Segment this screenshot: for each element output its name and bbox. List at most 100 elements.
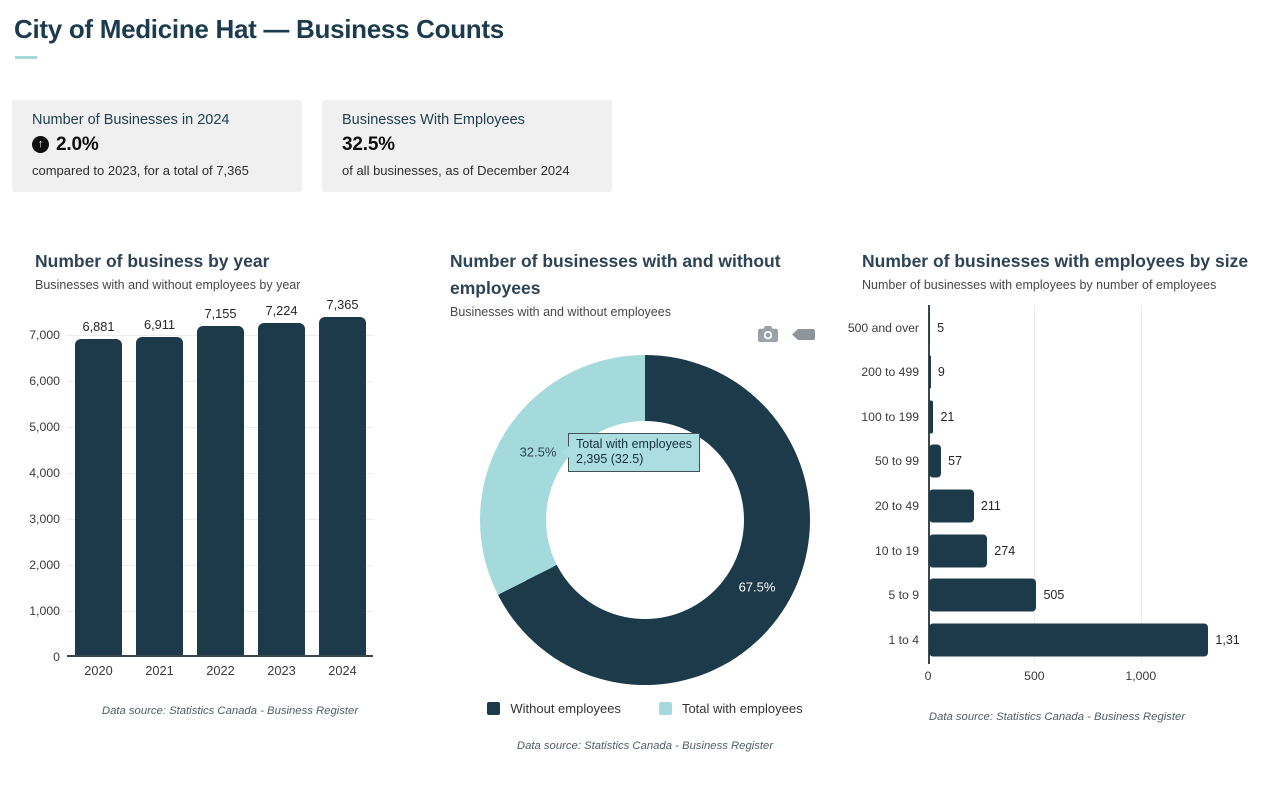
kpi-value: 2.0% xyxy=(56,133,99,155)
bar-20-to-49[interactable] xyxy=(929,489,974,523)
chart-title: Number of business by year xyxy=(35,251,270,271)
chart-title: Number of businesses with and without em… xyxy=(450,251,781,298)
bar-value-label: 7,365 xyxy=(326,296,359,312)
x-axis-tick-label: 2023 xyxy=(267,663,296,678)
page-title: City of Medicine Hat — Business Counts xyxy=(14,14,504,44)
x-axis-tick-label: 1,000 xyxy=(1125,669,1157,683)
chart-footer: Data source: Statistics Canada - Busines… xyxy=(101,705,359,717)
bar-2020[interactable] xyxy=(75,338,122,655)
slice-label-without-employees: 67.5% xyxy=(738,579,776,595)
donut-chart-panel: Number of businesses with and without em… xyxy=(450,248,840,752)
y-axis-tick-label: 5,000 xyxy=(29,420,60,435)
chart-subtitle: Businesses with and without employees xyxy=(450,305,671,319)
bar-value-label: 7,155 xyxy=(204,306,237,322)
y-axis-tick-label: 4,000 xyxy=(29,466,60,481)
legend-item-with-employees[interactable]: Total with employees xyxy=(658,701,803,716)
bar-100-to-199[interactable] xyxy=(929,400,934,434)
bar-value-label: 1,31 xyxy=(1215,632,1240,647)
bar-2021[interactable] xyxy=(136,337,183,655)
kpi-description: of all businesses, as of December 2024 xyxy=(342,163,570,178)
bar-200-to-499[interactable] xyxy=(929,355,931,389)
kpi-title: Number of Businesses in 2024 xyxy=(32,112,230,128)
legend-swatch-teal xyxy=(658,702,672,715)
kpi-card-with-employees: Businesses With Employees 32.5% of all b… xyxy=(322,100,612,192)
legend-swatch-dark xyxy=(487,702,501,715)
y-axis-tick-label: 7,000 xyxy=(29,328,60,343)
plot-modebar xyxy=(758,326,816,342)
bar-row: 1 to 4 1,31 xyxy=(889,617,1258,662)
kpi-value: 32.5% xyxy=(342,133,395,155)
bar-value-label: 21 xyxy=(940,409,955,424)
yearly-bar-chart: Number of business by year Businesses wi… xyxy=(29,248,425,717)
y-axis-line xyxy=(928,305,930,664)
page-header: City of Medicine Hat — Business Counts xyxy=(0,0,1264,59)
donut-tooltip: Total with employees 2,395 (32.5) xyxy=(561,433,701,472)
slice-label-with-employees: 32.5% xyxy=(519,444,557,460)
bar-value-label: 6,911 xyxy=(143,317,176,333)
category-label: 10 to 19 xyxy=(874,543,919,558)
bar-value-label: 57 xyxy=(948,454,963,469)
category-label: 1 to 4 xyxy=(888,632,920,647)
up-arrow-icon: ↑ xyxy=(32,136,49,153)
size-bar-plot: 0 500 1,000 500 and over 5 200 to 499 9 100 to … xyxy=(848,305,1258,683)
bar-row: 20 to 49 211 xyxy=(875,483,1258,528)
bar-500-and-over[interactable] xyxy=(929,311,931,344)
donut-legend: Without employees Total with employees xyxy=(450,701,840,716)
bar-row: 5 to 9 505 xyxy=(889,573,1258,618)
x-axis-tick-label: 0 xyxy=(924,669,932,683)
bar-row: 500 and over 5 xyxy=(848,305,1258,350)
x-axis-tick-label: 2024 xyxy=(328,663,357,678)
category-label: 50 to 99 xyxy=(874,454,919,469)
bar-1-to-4[interactable] xyxy=(929,623,1209,657)
bar-value-label: 274 xyxy=(994,543,1016,558)
x-axis-tick-label: 2021 xyxy=(145,663,174,678)
charts-row: Number of business by year Businesses wi… xyxy=(29,248,1264,752)
y-axis-tick-label: 2,000 xyxy=(29,558,60,573)
gridline xyxy=(1034,305,1036,662)
bar-row: 50 to 99 57 xyxy=(875,439,1258,484)
bar-2022[interactable] xyxy=(197,326,244,655)
category-label: 200 to 499 xyxy=(861,365,919,380)
bar-row: 10 to 19 274 xyxy=(875,528,1258,573)
bar-row: 200 to 499 9 xyxy=(861,350,1258,395)
chart-subtitle: Businesses with and without employees by… xyxy=(35,278,301,292)
bar-5-to-9[interactable] xyxy=(929,578,1037,612)
kpi-title: Businesses With Employees xyxy=(342,112,525,128)
bar-2023[interactable] xyxy=(258,323,305,655)
bar-50-to-99[interactable] xyxy=(929,444,942,478)
tooltip-line1: Total with employees xyxy=(576,437,693,451)
category-label: 100 to 199 xyxy=(861,409,919,424)
chart-title: Number of businesses with employees by s… xyxy=(862,251,1249,271)
bar-value-label: 5 xyxy=(937,320,945,335)
kpi-row: Number of Businesses in 2024 ↑ 2.0% comp… xyxy=(12,100,1264,192)
bar-value-label: 211 xyxy=(980,498,1001,513)
y-axis-tick-label: 1,000 xyxy=(29,604,60,619)
x-axis-tick-label: 2022 xyxy=(206,663,235,678)
bar-row: 100 to 199 21 xyxy=(861,394,1258,439)
yearly-bar-plot: 0 1,000 2,000 3,000 4,000 5,000 6,000 7,000 6,88… xyxy=(29,297,373,678)
kpi-description: compared to 2023, for a total of 7,365 xyxy=(32,163,249,178)
chart-footer: Data source: Statistics Canada - Busines… xyxy=(928,711,1186,723)
title-accent-dash xyxy=(15,56,37,59)
category-label: 5 to 9 xyxy=(888,588,920,603)
bar-value-label: 505 xyxy=(1043,588,1065,603)
bar-value-label: 7,224 xyxy=(265,303,298,319)
category-label: 20 to 49 xyxy=(874,498,919,513)
chart-subtitle: Number of businesses with employees by n… xyxy=(862,278,1217,292)
legend-label: Without employees xyxy=(510,701,621,716)
chart-footer: Data source: Statistics Canada - Busines… xyxy=(516,740,774,752)
gridline xyxy=(1140,305,1142,662)
category-label: 500 and over xyxy=(847,320,919,335)
y-axis-tick-label: 6,000 xyxy=(29,374,60,389)
bar-value-label: 9 xyxy=(937,365,945,380)
bar-value-label: 6,881 xyxy=(82,318,115,334)
camera-icon[interactable] xyxy=(758,326,778,342)
donut-plot: 32.5% 67.5% Total with employees 2,395 (… xyxy=(480,355,810,685)
y-axis-tick-label: 3,000 xyxy=(29,512,60,527)
kpi-card-businesses-2024: Number of Businesses in 2024 ↑ 2.0% comp… xyxy=(12,100,302,192)
bar-2024[interactable] xyxy=(319,316,366,655)
bar-10-to-19[interactable] xyxy=(929,534,988,567)
tag-icon[interactable] xyxy=(792,328,816,341)
legend-item-without-employees[interactable]: Without employees xyxy=(487,701,621,716)
y-axis-tick-label: 0 xyxy=(53,650,60,664)
